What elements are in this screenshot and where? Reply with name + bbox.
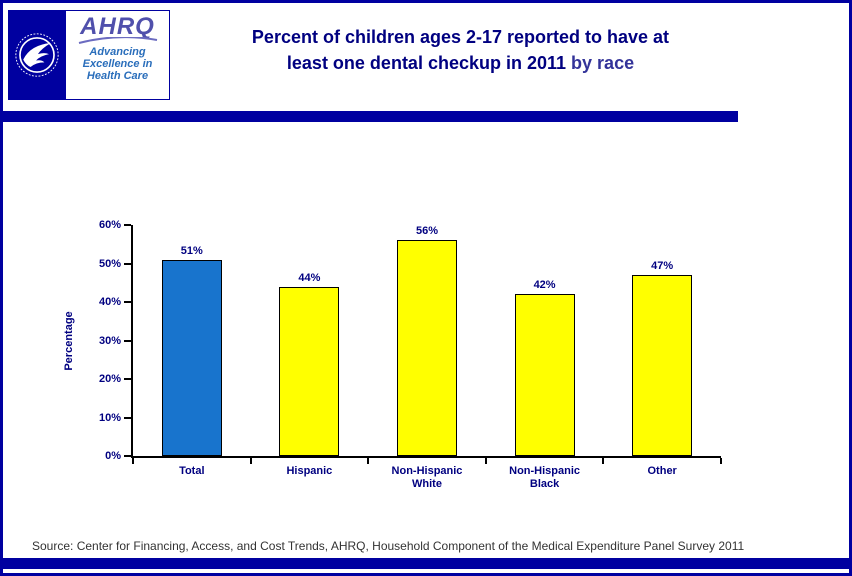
y-axis-title: Percentage xyxy=(63,311,75,371)
y-tick-mark xyxy=(124,224,131,226)
x-tick-mark xyxy=(602,458,605,464)
page-title: Percent of children ages 2-17 reported t… xyxy=(183,24,738,76)
title-line2: least one dental checkup in 2011 xyxy=(286,53,567,73)
ahrq-wordmark: AHRQ xyxy=(80,13,155,40)
x-category-label: Hispanic xyxy=(286,465,333,477)
title-line1: Percent of children ages 2-17 reported t… xyxy=(251,27,670,47)
x-tick-mark xyxy=(132,458,134,464)
y-tick-label: 40% xyxy=(98,296,121,309)
x-category-label: Non-Hispanic Black xyxy=(509,465,581,490)
y-tick-mark xyxy=(124,378,131,381)
header-rule xyxy=(3,111,738,122)
bar-value-label: 42% xyxy=(533,279,556,292)
y-tick-mark xyxy=(124,262,131,265)
bar-group: 51% Total xyxy=(133,225,251,477)
title-suffix: by race xyxy=(571,53,635,73)
bottom-rule xyxy=(3,558,849,569)
ahrq-logo: AHRQ Advancing Excellence in Health Care xyxy=(8,10,170,100)
y-tick-label: 50% xyxy=(98,257,121,270)
x-category-label: Other xyxy=(647,465,677,477)
y-tick-mark xyxy=(124,339,131,342)
ahrq-logo-text: AHRQ Advancing Excellence in Health Care xyxy=(66,10,170,100)
y-tick-label: 10% xyxy=(98,411,121,424)
source-note: Source: Center for Financing, Access, an… xyxy=(32,539,745,553)
x-category-label: Non-Hispanic White xyxy=(391,465,463,490)
y-tick-label: 0% xyxy=(105,450,121,462)
bar-group: 44% Hispanic xyxy=(251,225,369,477)
bar: 51% xyxy=(161,245,222,456)
y-tick-label: 30% xyxy=(98,334,121,347)
bar-group: 56% Non-Hispanic White xyxy=(368,225,486,490)
x-tick-mark xyxy=(249,458,252,464)
y-tick-mark xyxy=(124,455,131,457)
ahrq-swoosh-icon xyxy=(78,37,157,44)
y-tick-label: 60% xyxy=(98,219,121,231)
ahrq-tagline: Advancing Excellence in Health Care xyxy=(82,46,153,82)
hhs-seal-icon xyxy=(15,33,59,77)
bar-group: 47% Other xyxy=(603,225,721,477)
bar-value-label: 47% xyxy=(651,260,674,273)
x-tick-mark xyxy=(484,458,487,464)
bar: 44% xyxy=(279,272,340,456)
bar-value-label: 56% xyxy=(415,225,438,238)
bar-value-label: 44% xyxy=(298,271,321,284)
bar-value-label: 51% xyxy=(180,244,203,257)
hhs-seal-box xyxy=(8,10,66,100)
x-category-label: Total xyxy=(179,465,205,477)
y-tick-mark xyxy=(124,416,131,419)
x-tick-mark xyxy=(367,458,370,464)
bar: 56% xyxy=(396,225,457,456)
y-tick-mark xyxy=(124,301,131,304)
y-tick-label: 20% xyxy=(98,373,121,386)
bar-group: 42% Non-Hispanic Black xyxy=(486,225,604,490)
plot-area: 0% 10% 20% 30% 40% 50% 60% 51% Total 44% Hispanic… xyxy=(99,219,722,490)
bar: 47% xyxy=(632,260,693,456)
x-tick-mark xyxy=(720,458,722,464)
bars-container: 51% Total 44% Hispanic 56% Non-Hispanic White… xyxy=(132,225,722,490)
bar: 42% xyxy=(514,279,575,456)
